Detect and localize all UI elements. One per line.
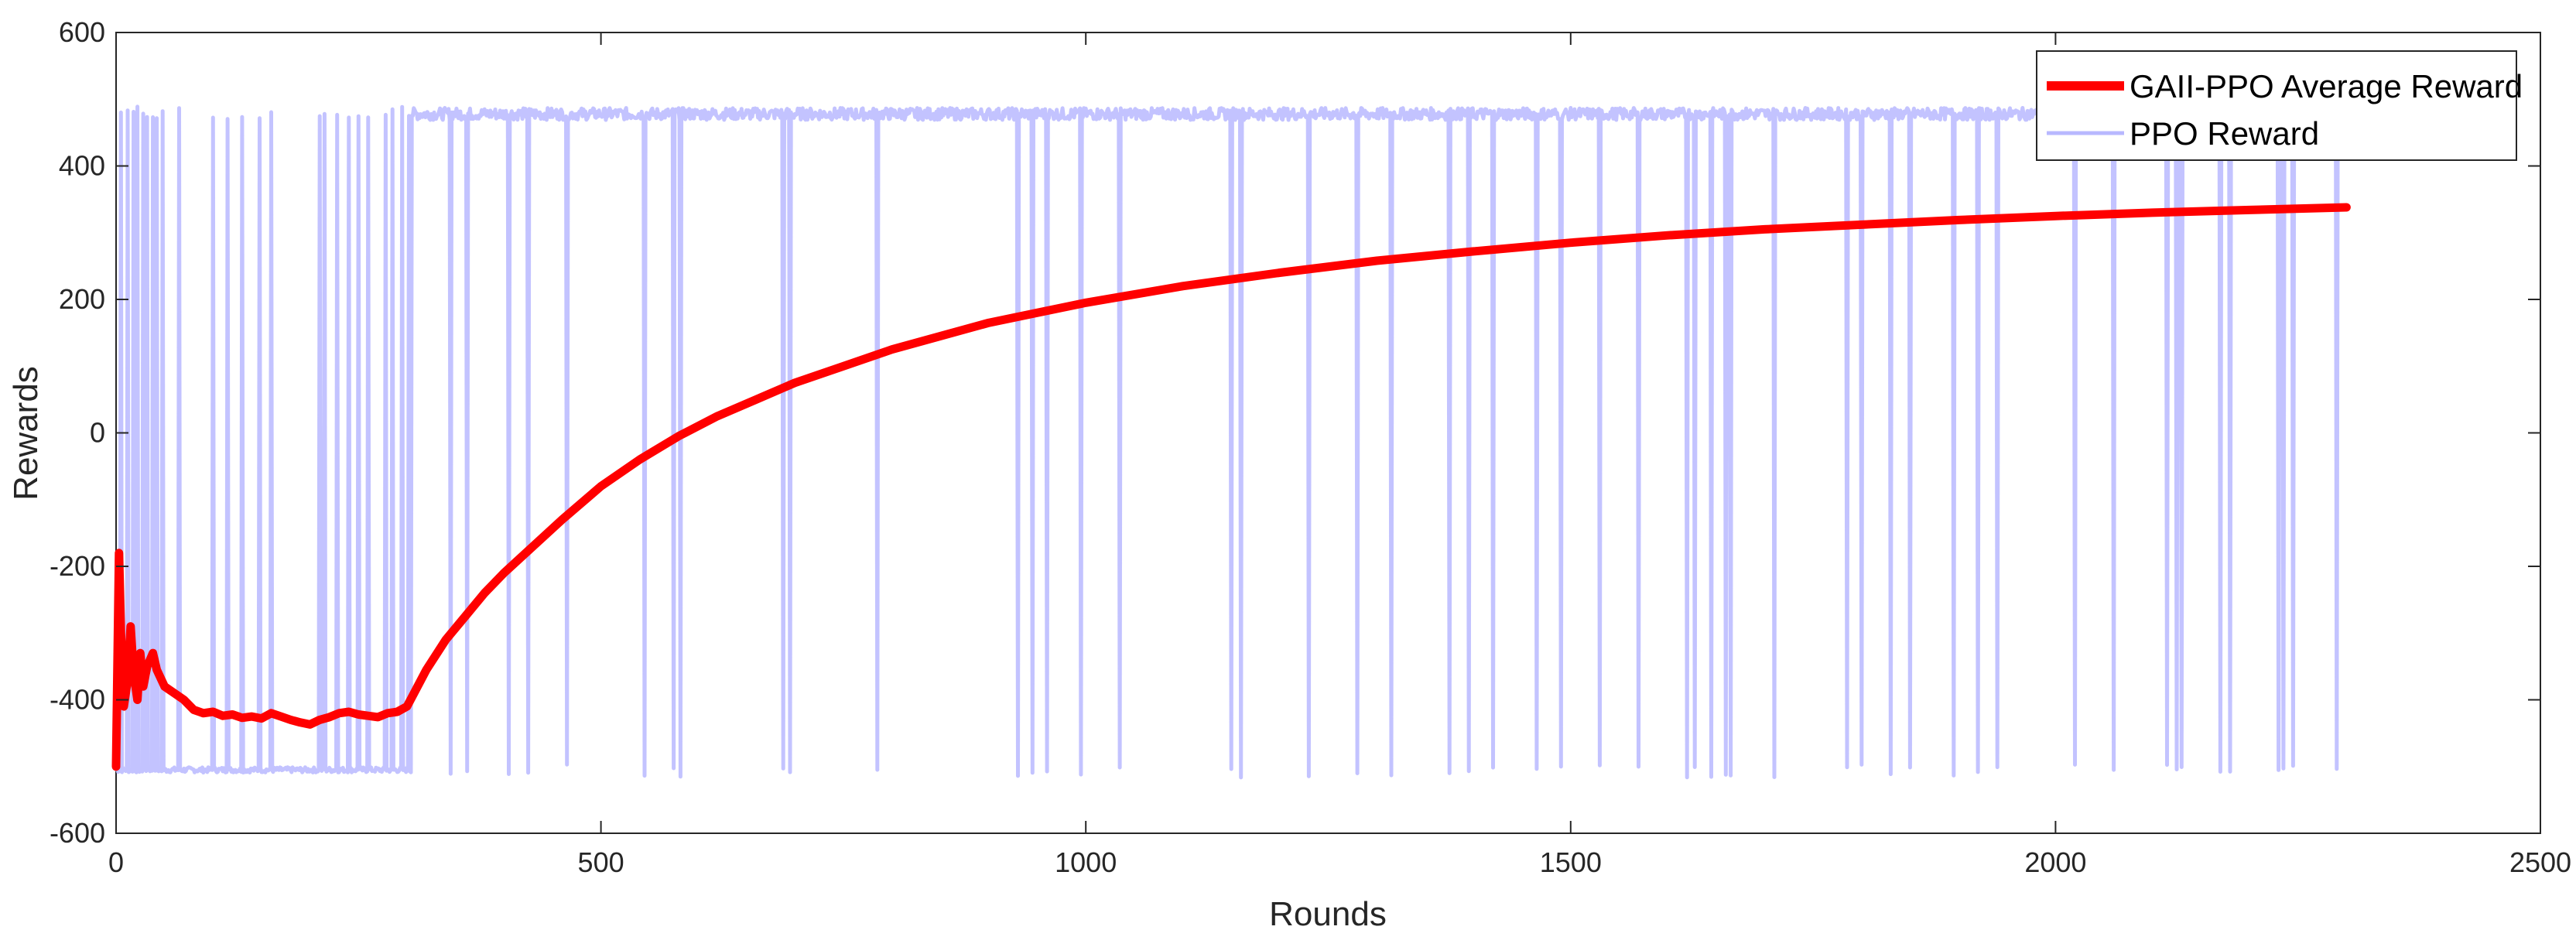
- ppo-reward-line: [115, 104, 2349, 780]
- x-tick-label: 2000: [2024, 846, 2086, 878]
- y-tick-label: 400: [59, 150, 105, 182]
- y-axis-title: Rewards: [7, 366, 45, 501]
- plot-area: [115, 32, 2541, 834]
- legend-label-ppo: PPO Reward: [2130, 115, 2319, 152]
- y-tick-label: -600: [50, 817, 105, 849]
- axis-ticks: 0 500 1000 1500 2000 2500 -600 -400 -200 0 200 400 6…: [50, 16, 2571, 878]
- legend: GAII-PPO Average Reward PPO Reward: [2036, 50, 2523, 161]
- y-tick-label: -400: [50, 684, 105, 716]
- x-tick-label: 0: [108, 846, 124, 878]
- ppo-reward-series: [115, 104, 2349, 780]
- y-tick-label: 0: [90, 417, 105, 449]
- legend-label-gaii-ppo: GAII-PPO Average Reward: [2130, 68, 2523, 104]
- average-reward-series: [111, 203, 2351, 771]
- x-tick-label: 2500: [2509, 846, 2571, 878]
- x-axis-title: Rounds: [1269, 895, 1387, 933]
- x-tick-label: 500: [578, 846, 624, 878]
- y-tick-label: 200: [59, 283, 105, 315]
- legend-box: [2036, 50, 2517, 161]
- y-tick-label: 600: [59, 16, 105, 48]
- gaii-ppo-average-reward-line: [111, 203, 2351, 771]
- x-tick-label: 1500: [1540, 846, 1602, 878]
- x-tick-label: 1000: [1055, 846, 1117, 878]
- y-tick-label: -200: [50, 550, 105, 582]
